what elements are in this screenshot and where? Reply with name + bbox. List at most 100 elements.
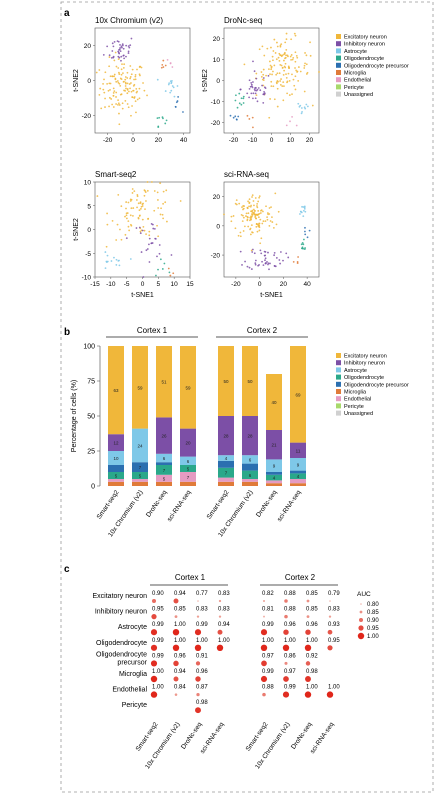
bar-segment-endothelial xyxy=(290,479,306,484)
scatter-point-excitatory xyxy=(277,210,280,213)
auc-value: 0.91 xyxy=(196,653,208,659)
scatter-point-excitatory xyxy=(280,43,283,46)
scatter-point-excitatory xyxy=(258,196,261,199)
bar-segment-endothelial xyxy=(218,477,234,482)
scatter-point-excitatory xyxy=(105,245,108,248)
scatter-point-inhibitory xyxy=(285,252,288,255)
auc-legend-label: 1.00 xyxy=(367,634,379,640)
auc-dot xyxy=(152,599,156,603)
scatter-point-microglia xyxy=(162,59,165,62)
scatter-point-inhibitory xyxy=(141,229,144,232)
scatter-point-oligodendrocyte xyxy=(157,268,159,271)
scatter-point-excitatory xyxy=(124,233,127,236)
y-tick-label: 0 xyxy=(216,78,220,85)
scatter-point-microglia xyxy=(248,118,251,120)
scatter-point-excitatory xyxy=(140,66,143,69)
scatter-point-excitatory xyxy=(111,103,114,106)
scatter-point-excitatory xyxy=(139,207,142,210)
scatter-point-excitatory xyxy=(257,216,260,219)
scatter-point-astrocyte xyxy=(300,112,303,115)
scatter-point-excitatory xyxy=(157,207,160,209)
scatter-point-microglia xyxy=(297,256,300,258)
scatter-point-astrocyte xyxy=(302,215,305,218)
scatter-point-oligodendrocyte xyxy=(234,99,237,102)
bar-segment-oligodendrocyte xyxy=(242,470,258,479)
scatter-point-inhibitory xyxy=(118,52,121,55)
tsne-plot-10x: 10x Chromium (v2) -20 0 20 40 20 0 -20 t-SNE2 xyxy=(73,16,191,144)
scatter-point-excitatory xyxy=(273,38,276,41)
scatter-point-oligodendrocyte xyxy=(158,116,161,119)
scatter-point-excitatory xyxy=(291,73,293,76)
scatter-point-excitatory xyxy=(139,230,142,233)
scatter-point-excitatory xyxy=(250,204,252,207)
scatter-point-inhibitory xyxy=(248,79,251,82)
scatter-point-excitatory xyxy=(124,81,127,84)
scatter-point-excitatory xyxy=(130,114,132,117)
bar-segment-label: 7 xyxy=(139,465,142,470)
scatter-point-excitatory xyxy=(164,201,167,204)
x-tick-label: Smart-seq2 xyxy=(206,489,231,521)
scatter-point-excitatory xyxy=(134,74,137,76)
scatter-point-excitatory xyxy=(272,50,275,52)
scatter-point-excitatory xyxy=(271,55,274,58)
scatter-point-excitatory xyxy=(122,66,125,69)
scatter-point-astrocyte xyxy=(169,91,172,94)
x-tick-label: 0 xyxy=(131,137,135,144)
scatter-point-excitatory xyxy=(279,63,282,66)
x-tick-label: 20 xyxy=(155,137,163,144)
scatter-point-inhibitory xyxy=(254,86,257,89)
scatter-point-excitatory xyxy=(290,38,293,41)
bar-segment-microglia xyxy=(180,481,196,486)
auc-value: 0.77 xyxy=(196,591,208,597)
scatter-point-excitatory xyxy=(104,97,106,100)
scatter-point-excitatory xyxy=(128,83,131,85)
scatter-point-excitatory xyxy=(243,63,246,66)
bar-segment-label: 4 xyxy=(225,456,228,461)
legend-swatch-inhibitory xyxy=(336,360,341,366)
scatter-point-inhibitory xyxy=(273,251,276,254)
bar-segment-label: 6 xyxy=(187,459,190,464)
tsne-plot-scirna: sci-RNA-seq -20 0 20 40 20 0 -20 t-SNE1 xyxy=(211,170,320,299)
y-tick-label: 20 xyxy=(84,43,92,50)
scatter-point-excitatory xyxy=(294,60,297,63)
auc-value: 0.98 xyxy=(306,669,318,675)
scatter-point-excitatory xyxy=(255,94,258,96)
scatter-point-excitatory xyxy=(130,224,133,227)
scatter-point-excitatory xyxy=(102,83,104,85)
scatter-point-excitatory xyxy=(283,59,285,62)
plot-title: Smart-seq2 xyxy=(95,170,137,179)
scatter-point-excitatory xyxy=(118,112,120,115)
scatter-point-inhibitory xyxy=(254,97,257,100)
scatter-point-astrocyte xyxy=(299,213,301,215)
scatter-point-excitatory xyxy=(256,206,259,209)
scatter-point-excitatory xyxy=(269,220,272,222)
scatter-point-excitatory xyxy=(272,85,275,88)
auc-legend-dot xyxy=(360,603,362,605)
bar-segment-astrocyte xyxy=(266,459,282,472)
scatter-point-excitatory xyxy=(117,58,120,61)
scatter-point-excitatory xyxy=(112,94,115,97)
auc-dot xyxy=(283,676,289,682)
scatter-point-excitatory xyxy=(144,208,146,210)
auc-dot xyxy=(262,692,266,697)
scatter-point-inhibitory xyxy=(121,43,124,45)
scatter-point-oligodendrocyte xyxy=(234,94,237,97)
scatter-point-excitatory xyxy=(129,214,132,217)
scatter-point-astrocyte xyxy=(171,79,173,82)
scatter-point-excitatory xyxy=(275,73,278,76)
y-tick-label: 0 xyxy=(216,223,220,230)
scatter-point-excitatory xyxy=(268,60,271,63)
scatter-point-excitatory xyxy=(113,59,116,62)
group-title: Cortex 1 xyxy=(175,573,206,582)
row-label: Oligodendrocyte xyxy=(96,651,147,658)
scatter-point-excitatory xyxy=(285,54,287,57)
scatter-point-excitatory xyxy=(131,188,134,190)
scatter-point-excitatory xyxy=(112,87,115,90)
scatter-point-inhibitory xyxy=(255,89,258,92)
auc-value: 0.85 xyxy=(306,607,318,613)
scatter-point-excitatory xyxy=(250,224,253,227)
scatter-point-excitatory xyxy=(141,203,144,206)
scatter-point-excitatory xyxy=(251,213,253,215)
scatter-point-excitatory xyxy=(257,225,260,228)
auc-value: 0.97 xyxy=(262,653,274,659)
